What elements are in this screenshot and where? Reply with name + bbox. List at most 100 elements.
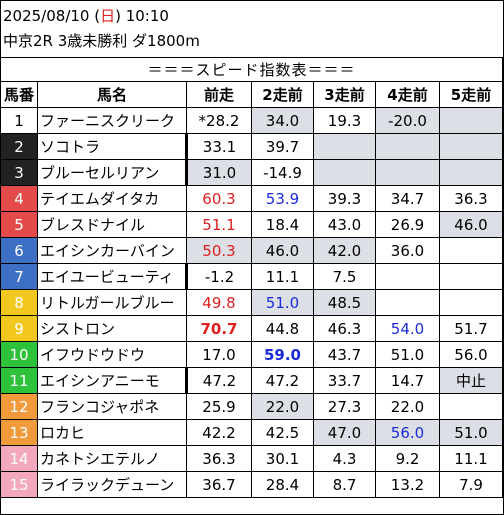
horse-number: 13 — [0, 419, 38, 446]
horse-row: 1 ファーニスクリーク *28.2 34.0 19.3 -20.0 — [0, 107, 503, 134]
horse-name: リトルガールブルー — [37, 289, 187, 316]
horse-name: ソコトラ — [37, 133, 188, 160]
speed-index-cell: 51.7 — [439, 315, 503, 342]
speed-index-cell: 17.0 — [186, 341, 252, 368]
speed-index-cell: 11.1 — [439, 445, 503, 472]
horse-row: 10 イフウドウドウ 17.0 59.0 43.7 51.0 56.0 — [0, 341, 503, 368]
speed-index-cell: 34.7 — [375, 185, 440, 212]
speed-index-cell — [313, 133, 376, 160]
horse-number: 8 — [0, 289, 38, 316]
speed-index-cell — [439, 107, 503, 134]
horse-name: エイユービューティ — [37, 263, 188, 290]
speed-index-cell: 47.2 — [186, 367, 252, 394]
speed-index-cell: 39.7 — [251, 133, 314, 160]
speed-index-cell: 47.2 — [251, 367, 314, 394]
speed-index-cell: 7.5 — [313, 263, 376, 290]
horse-name: エイシンカーバイン — [37, 237, 187, 264]
speed-index-cell: 43.0 — [313, 211, 376, 238]
speed-index-cell — [375, 289, 440, 316]
speed-index-cell — [313, 159, 376, 186]
horse-row: 15 ライラックデューン 36.7 28.4 8.7 13.2 7.9 — [0, 471, 503, 498]
speed-index-cell — [439, 159, 503, 186]
speed-index-cell: 8.7 — [313, 471, 376, 498]
speed-index-cell: 36.0 — [375, 237, 440, 264]
horse-row: 8 リトルガールブルー 49.8 51.0 48.5 — [0, 289, 503, 316]
speed-index-cell — [439, 237, 503, 264]
horse-name: テイエムダイタカ — [37, 185, 187, 212]
speed-index-cell: *28.2 — [186, 107, 252, 134]
col-header-name: 馬名 — [37, 81, 187, 108]
horse-row: 5 ブレスドナイル 51.1 18.4 43.0 26.9 46.0 — [0, 211, 503, 238]
horse-name: イフウドウドウ — [37, 341, 187, 368]
date-time: ) 10:10 — [115, 7, 169, 25]
speed-index-cell: 46.3 — [313, 315, 376, 342]
speed-index-cell: 51.0 — [375, 341, 440, 368]
speed-index-cell — [375, 263, 440, 290]
speed-index-cell: 49.8 — [186, 289, 252, 316]
horse-number: 7 — [0, 263, 38, 290]
horse-number: 4 — [0, 185, 38, 212]
speed-index-cell: -1.2 — [186, 263, 252, 290]
horse-name: ブルーセルリアン — [37, 159, 188, 186]
speed-index-cell: 30.1 — [251, 445, 314, 472]
horse-row: 6 エイシンカーバイン 50.3 46.0 42.0 36.0 — [0, 237, 503, 264]
speed-index-cell: -20.0 — [375, 107, 440, 134]
speed-index-cell: 51.1 — [186, 211, 252, 238]
speed-index-cell: 33.7 — [313, 367, 376, 394]
horse-number: 14 — [0, 445, 38, 472]
horse-number: 2 — [0, 133, 38, 160]
speed-index-cell — [439, 263, 503, 290]
speed-index-cell: 42.5 — [251, 419, 314, 446]
speed-index-cell: 60.3 — [186, 185, 252, 212]
horse-row: 13 ロカヒ 42.2 42.5 47.0 56.0 51.0 — [0, 419, 503, 446]
horse-number: 10 — [0, 341, 38, 368]
speed-index-cell: 46.0 — [251, 237, 314, 264]
speed-index-cell: 26.9 — [375, 211, 440, 238]
horse-row: 3 ブルーセルリアン 31.0 -14.9 — [0, 159, 503, 186]
speed-index-cell: 18.4 — [251, 211, 314, 238]
speed-index-cell: 13.2 — [375, 471, 440, 498]
speed-index-cell: 46.0 — [439, 211, 503, 238]
speed-index-cell: 14.7 — [375, 367, 440, 394]
speed-index-cell: 44.8 — [251, 315, 314, 342]
speed-index-cell: 19.3 — [313, 107, 376, 134]
table-title: ＝＝＝スピード指数表＝＝＝ — [0, 57, 503, 82]
speed-index-cell: 27.3 — [313, 393, 376, 420]
speed-index-cell: 7.9 — [439, 471, 503, 498]
speed-index-cell: 28.4 — [251, 471, 314, 498]
horse-number: 3 — [0, 159, 38, 186]
col-header-3back: 3走前 — [313, 81, 376, 108]
horse-name: ブレスドナイル — [37, 211, 187, 238]
speed-index-cell: 51.0 — [439, 419, 503, 446]
speed-index-cell — [375, 159, 440, 186]
speed-index-cell: 中止 — [439, 367, 503, 394]
horse-number: 11 — [0, 367, 38, 394]
speed-index-table: ＝＝＝スピード指数表＝＝＝ 馬番 馬名 前走 2走前 3走前 4走前 5走前 1… — [0, 57, 503, 498]
horse-name: ロカヒ — [37, 419, 187, 446]
speed-index-cell: 36.3 — [186, 445, 252, 472]
speed-index-cell: 36.3 — [439, 185, 503, 212]
horse-name: シストロン — [37, 315, 187, 342]
speed-index-cell: 43.7 — [313, 341, 376, 368]
horse-number: 9 — [0, 315, 38, 342]
speed-index-cell: -14.9 — [251, 159, 314, 186]
horse-row: 9 シストロン 70.7 44.8 46.3 54.0 51.7 — [0, 315, 503, 342]
speed-index-cell: 54.0 — [375, 315, 440, 342]
horse-row: 2 ソコトラ 33.1 39.7 — [0, 133, 503, 160]
col-header-last: 前走 — [186, 81, 252, 108]
speed-index-cell: 50.3 — [186, 237, 252, 264]
speed-index-cell: 36.7 — [186, 471, 252, 498]
speed-index-cell: 4.3 — [313, 445, 376, 472]
horse-row: 7 エイユービューティ -1.2 11.1 7.5 — [0, 263, 503, 290]
speed-index-cell: 53.9 — [251, 185, 314, 212]
speed-index-cell — [375, 133, 440, 160]
speed-index-cell — [439, 289, 503, 316]
speed-index-cell: 31.0 — [186, 159, 252, 186]
speed-index-cell — [439, 393, 503, 420]
speed-index-cell: 70.7 — [186, 315, 252, 342]
horse-number: 1 — [0, 107, 38, 134]
horse-row: 14 カネトシエテルノ 36.3 30.1 4.3 9.2 11.1 — [0, 445, 503, 472]
horse-number: 12 — [0, 393, 38, 420]
speed-index-cell: 22.0 — [375, 393, 440, 420]
speed-index-cell: 47.0 — [313, 419, 376, 446]
